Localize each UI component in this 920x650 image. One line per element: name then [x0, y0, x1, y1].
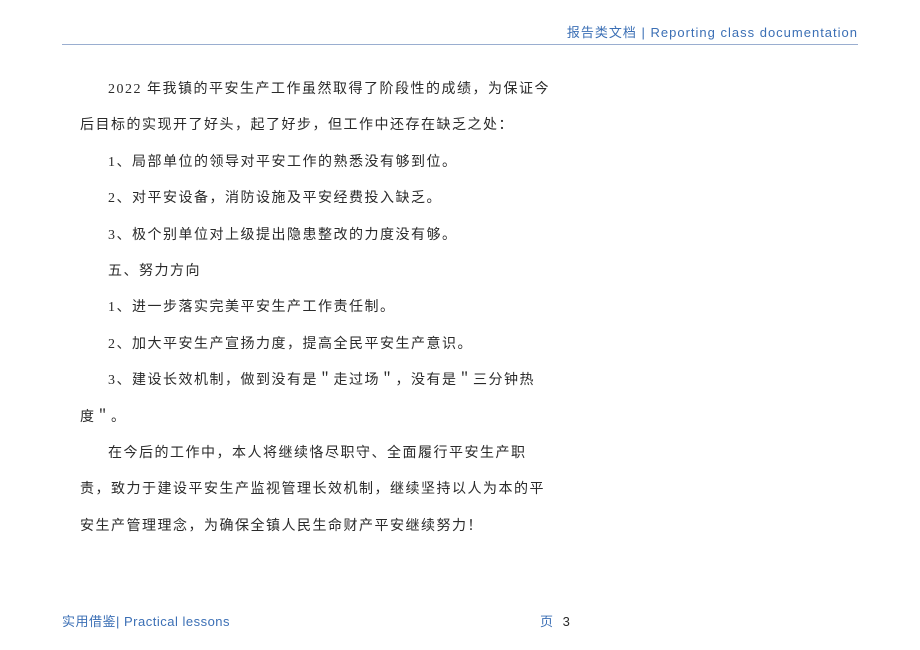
list-item-3: 3、极个别单位对上级提出隐患整改的力度没有够。: [80, 218, 550, 254]
header-title: 报告类文档 | Reporting class documentation: [567, 22, 858, 41]
footer-page: 页 3: [540, 611, 571, 630]
footer-left-label: 实用借鉴| Practical lessons: [62, 614, 230, 629]
list-item-j3: 3、建设长效机制，做到没有是＂走过场＂，没有是＂三分钟热度＂。: [80, 363, 550, 436]
footer-page-label: 页: [540, 614, 554, 629]
footer: 实用借鉴| Practical lessons 页 3: [62, 611, 858, 630]
list-item-j1: 1、进一步落实完美平安生产工作责任制。: [80, 290, 550, 326]
header-rule: [62, 44, 858, 45]
list-item-2: 2、对平安设备，消防设施及平安经费投入缺乏。: [80, 181, 550, 217]
paragraph-intro: 2022 年我镇的平安生产工作虽然取得了阶段性的成绩，为保证今后目标的实现开了好…: [80, 72, 550, 145]
list-item-1: 1、局部单位的领导对平安工作的熟悉没有够到位。: [80, 145, 550, 181]
footer-page-number: 3: [563, 614, 571, 629]
paragraph-closing: 在今后的工作中，本人将继续恪尽职守、全面履行平安生产职责，致力于建设平安生产监视…: [80, 436, 550, 545]
section-heading-5: 五、努力方向: [80, 254, 550, 290]
document-body: 2022 年我镇的平安生产工作虽然取得了阶段性的成绩，为保证今后目标的实现开了好…: [80, 72, 550, 545]
list-item-j2: 2、加大平安生产宣扬力度，提高全民平安生产意识。: [80, 327, 550, 363]
